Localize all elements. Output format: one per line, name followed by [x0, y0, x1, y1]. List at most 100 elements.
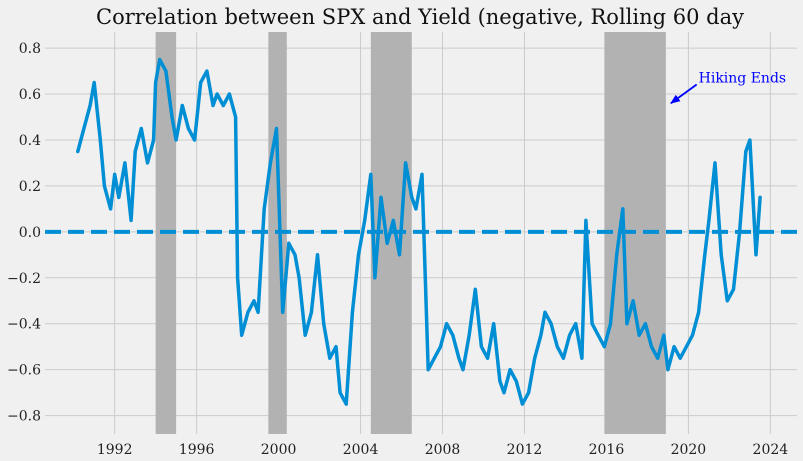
- data-point: [236, 276, 240, 280]
- data-point: [170, 115, 174, 119]
- data-point: [102, 184, 106, 188]
- data-point: [113, 172, 117, 176]
- data-point: [373, 276, 377, 280]
- data-point: [117, 195, 121, 199]
- data-point: [199, 81, 203, 85]
- data-point: [574, 322, 578, 326]
- data-point: [76, 149, 80, 153]
- y-tick-label: −0.6: [7, 363, 41, 379]
- data-point: [625, 322, 629, 326]
- data-point: [262, 207, 266, 211]
- data-point: [391, 218, 395, 222]
- data-point: [609, 322, 613, 326]
- data-point: [357, 253, 361, 257]
- data-point: [139, 126, 143, 130]
- data-point: [561, 356, 565, 360]
- data-point: [379, 195, 383, 199]
- x-axis-ticks: 1992 1996 2000 2004 2008 2012 2016 2020 2024: [97, 442, 788, 458]
- series-layer: [76, 57, 762, 406]
- data-point: [158, 58, 162, 62]
- annotation-hiking-ends: Hiking Ends: [699, 71, 786, 87]
- data-point: [631, 299, 635, 303]
- data-point: [758, 195, 762, 199]
- data-point: [650, 345, 654, 349]
- data-point: [508, 368, 512, 372]
- data-point: [397, 253, 401, 257]
- data-point: [678, 356, 682, 360]
- data-point: [748, 138, 752, 142]
- data-point: [309, 310, 313, 314]
- data-point: [656, 356, 660, 360]
- data-point: [369, 172, 373, 176]
- data-point: [186, 126, 190, 130]
- data-point: [555, 345, 559, 349]
- data-point: [725, 299, 729, 303]
- data-point: [303, 333, 307, 337]
- data-point: [479, 345, 483, 349]
- data-point: [520, 402, 524, 406]
- chart-title: Correlation between SPX and Yield (negat…: [96, 5, 744, 29]
- x-tick-label: 2012: [507, 442, 543, 458]
- data-point: [590, 322, 594, 326]
- data-point: [174, 138, 178, 142]
- data-point: [502, 391, 506, 395]
- data-point: [287, 241, 291, 245]
- data-point: [697, 310, 701, 314]
- x-tick-label: 1992: [97, 442, 133, 458]
- data-point: [719, 253, 723, 257]
- data-point: [215, 92, 219, 96]
- data-point: [438, 345, 442, 349]
- x-tick-label: 2008: [425, 442, 461, 458]
- x-tick-label: 2020: [671, 442, 707, 458]
- data-point: [293, 253, 297, 257]
- data-point: [486, 356, 490, 360]
- data-point: [543, 310, 547, 314]
- data-point: [154, 81, 158, 85]
- data-point: [281, 310, 285, 314]
- y-tick-label: 0.0: [19, 225, 41, 241]
- data-point: [584, 218, 588, 222]
- data-point: [123, 161, 127, 165]
- data-point: [549, 322, 553, 326]
- data-point: [533, 356, 537, 360]
- data-point: [316, 253, 320, 257]
- data-point: [744, 149, 748, 153]
- x-tick-label: 2024: [753, 442, 789, 458]
- data-point: [643, 322, 647, 326]
- data-point: [88, 104, 92, 108]
- data-point: [731, 287, 735, 291]
- data-point: [596, 333, 600, 337]
- data-point: [246, 310, 250, 314]
- data-point: [338, 391, 342, 395]
- data-point: [82, 126, 86, 130]
- data-point: [445, 322, 449, 326]
- data-point: [432, 356, 436, 360]
- y-tick-label: 0.2: [19, 179, 41, 195]
- y-tick-label: 0.8: [19, 41, 41, 57]
- data-point: [666, 368, 670, 372]
- data-point: [109, 207, 113, 211]
- data-point: [193, 138, 197, 142]
- data-point: [498, 379, 502, 383]
- data-point: [98, 138, 102, 142]
- data-point: [514, 379, 518, 383]
- data-point: [164, 69, 168, 73]
- data-point: [451, 333, 455, 337]
- data-point: [385, 241, 389, 245]
- x-tick-label: 1996: [179, 442, 215, 458]
- data-point: [350, 310, 354, 314]
- data-point: [145, 161, 149, 165]
- data-point: [152, 138, 156, 142]
- data-point: [492, 322, 496, 326]
- data-point: [713, 161, 717, 165]
- data-point: [420, 172, 424, 176]
- data-point: [205, 69, 209, 73]
- data-point: [322, 322, 326, 326]
- y-tick-label: 0.4: [19, 133, 41, 149]
- data-point: [426, 368, 430, 372]
- data-point: [180, 104, 184, 108]
- data-point: [568, 333, 572, 337]
- data-point: [738, 230, 742, 234]
- data-point: [328, 356, 332, 360]
